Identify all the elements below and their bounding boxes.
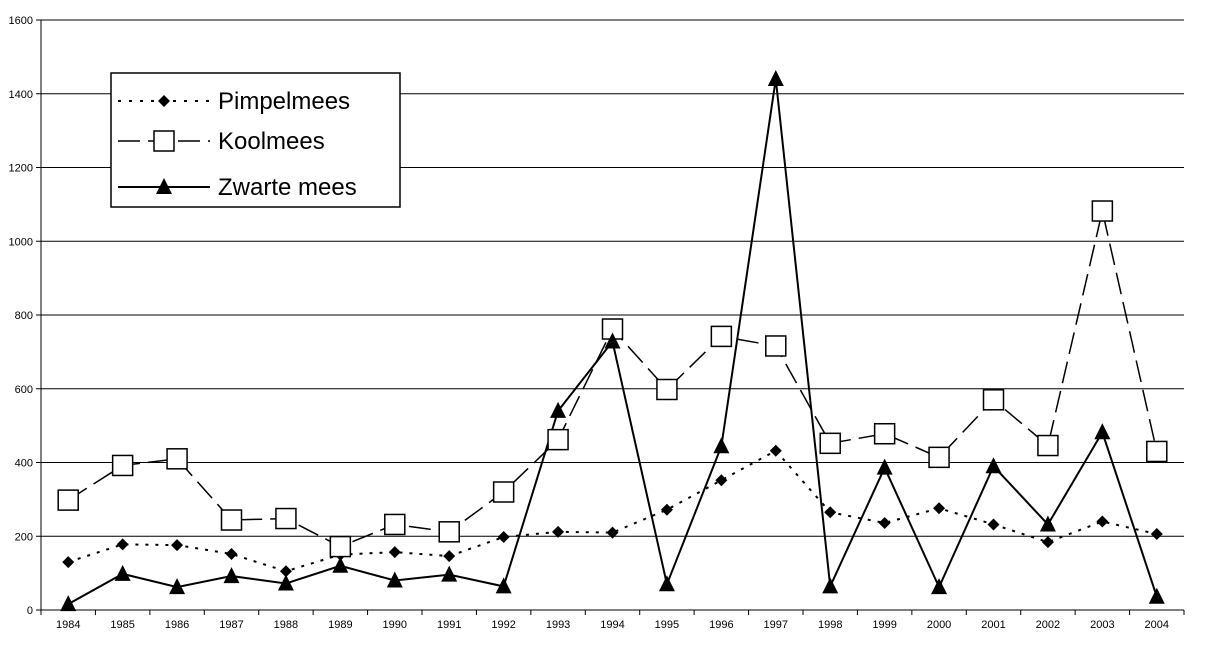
data-point-zwarte-mees [60, 595, 76, 611]
x-tick-label: 1996 [709, 619, 733, 631]
data-point-pimpelmees [988, 518, 1000, 530]
data-point-zwarte-mees [332, 557, 348, 573]
data-point-pimpelmees [607, 527, 619, 539]
data-point-zwarte-mees [441, 566, 457, 582]
x-tick-label: 1992 [491, 619, 515, 631]
x-tick-label: 1994 [600, 619, 624, 631]
data-point-koolmees [984, 390, 1004, 410]
data-point-koolmees [276, 509, 296, 529]
data-point-pimpelmees [62, 556, 74, 568]
data-point-zwarte-mees [877, 459, 893, 475]
data-point-koolmees [494, 482, 514, 502]
data-point-koolmees [657, 379, 677, 399]
data-point-koolmees [711, 326, 731, 346]
legend: Pimpelmees Koolmees Zwarte mees [111, 73, 400, 207]
x-tick-label: 1997 [764, 619, 788, 631]
data-point-zwarte-mees [822, 577, 838, 593]
x-tick-label: 1986 [165, 619, 189, 631]
y-tick-label: 1600 [9, 15, 33, 27]
data-point-koolmees [330, 537, 350, 557]
data-point-koolmees [548, 430, 568, 450]
x-tick-label: 1999 [872, 619, 896, 631]
data-point-zwarte-mees [931, 578, 947, 594]
data-point-koolmees [1147, 441, 1167, 461]
x-tick-label: 2001 [981, 619, 1005, 631]
data-point-koolmees [1092, 201, 1112, 221]
x-tick-label: 1991 [437, 619, 461, 631]
data-point-koolmees [875, 424, 895, 444]
x-tick-label: 1995 [655, 619, 679, 631]
y-tick-label: 600 [15, 384, 33, 396]
legend-label-pimpelmees: Pimpelmees [218, 88, 350, 115]
data-point-pimpelmees [117, 538, 129, 550]
data-point-koolmees [1038, 436, 1058, 456]
data-point-zwarte-mees [1094, 423, 1110, 439]
data-point-koolmees [113, 455, 133, 475]
data-point-zwarte-mees [713, 437, 729, 453]
y-tick-label: 200 [15, 531, 33, 543]
legend-marker-koolmees [154, 131, 174, 151]
data-point-koolmees [385, 514, 405, 534]
legend-label-koolmees: Koolmees [218, 128, 325, 155]
data-point-pimpelmees [1096, 516, 1108, 528]
x-tick-label: 1998 [818, 619, 842, 631]
x-tick-label: 1989 [328, 619, 352, 631]
data-point-pimpelmees [933, 502, 945, 514]
data-point-koolmees [222, 510, 242, 530]
data-point-pimpelmees [1151, 528, 1163, 540]
y-tick-label: 1400 [9, 89, 33, 101]
data-point-pimpelmees [879, 517, 891, 529]
data-point-koolmees [766, 336, 786, 356]
y-tick-label: 400 [15, 458, 33, 470]
x-tick-label: 1987 [219, 619, 243, 631]
x-tick-label: 1988 [274, 619, 298, 631]
data-point-koolmees [58, 490, 78, 510]
data-point-zwarte-mees [986, 457, 1002, 473]
y-tick-label: 1200 [9, 163, 33, 175]
data-point-koolmees [167, 449, 187, 469]
data-point-pimpelmees [226, 548, 238, 560]
legend-label-zwarte-mees: Zwarte mees [218, 174, 357, 201]
data-point-pimpelmees [498, 531, 510, 543]
data-point-koolmees [439, 522, 459, 542]
x-tick-label: 2002 [1036, 619, 1060, 631]
data-point-zwarte-mees [1149, 588, 1165, 604]
data-point-pimpelmees [389, 546, 401, 558]
y-tick-label: 1000 [9, 236, 33, 248]
data-point-pimpelmees [1042, 536, 1054, 548]
data-point-koolmees [820, 433, 840, 453]
data-point-zwarte-mees [768, 70, 784, 86]
data-point-koolmees [929, 447, 949, 467]
x-tick-label: 1984 [56, 619, 80, 631]
x-tick-label: 2004 [1145, 619, 1169, 631]
data-point-zwarte-mees [115, 565, 131, 581]
x-tick-label: 1993 [546, 619, 570, 631]
y-axis-tick-labels: 0 200 400 600 800 1000 1200 1400 1600 [9, 15, 33, 617]
x-tick-label: 1990 [383, 619, 407, 631]
series-line-koolmees [68, 211, 1157, 547]
data-point-zwarte-mees [224, 567, 240, 583]
x-tick-label: 2003 [1090, 619, 1114, 631]
data-point-pimpelmees [661, 504, 673, 516]
data-point-pimpelmees [824, 506, 836, 518]
data-point-pimpelmees [443, 550, 455, 562]
x-axis-tick-labels: 1984 1985 1986 1987 1988 1989 1990 1991 1992 1993… [56, 619, 1169, 631]
x-tick-label: 1985 [110, 619, 134, 631]
y-tick-label: 0 [27, 605, 33, 617]
x-tick-label: 2000 [927, 619, 951, 631]
y-tick-label: 800 [15, 310, 33, 322]
data-point-zwarte-mees [659, 575, 675, 591]
data-point-pimpelmees [770, 445, 782, 457]
data-point-pimpelmees [715, 474, 727, 486]
data-point-pimpelmees [171, 539, 183, 551]
